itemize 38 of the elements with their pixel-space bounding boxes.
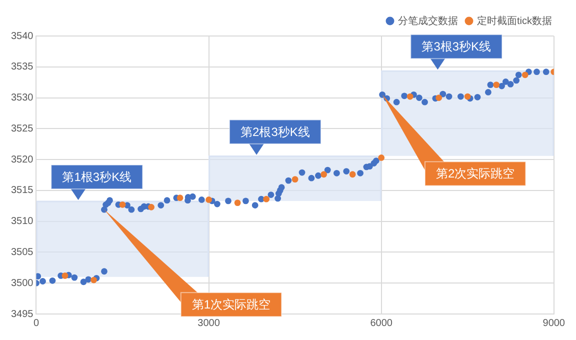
- point: [292, 176, 298, 183]
- legend-label: 定时截面tick数据: [477, 14, 552, 27]
- x-tick-label: 9000: [542, 318, 566, 329]
- y-tick-label: 3520: [10, 154, 34, 166]
- point: [464, 93, 471, 100]
- point: [234, 200, 241, 206]
- y-tick-label: 3530: [10, 92, 34, 104]
- point: [349, 171, 356, 178]
- point: [263, 196, 270, 202]
- point: [436, 94, 442, 101]
- point: [176, 194, 184, 202]
- legend-label: 分笔成交数据: [398, 14, 458, 27]
- y-tick-label: 3540: [10, 30, 34, 42]
- annotation: 第2次实际跳空: [436, 166, 515, 181]
- point: [119, 201, 126, 208]
- x-tick-label: 0: [33, 318, 40, 329]
- annotation: 第1根3秒K线: [62, 170, 132, 184]
- point: [320, 171, 328, 178]
- y-tick-label: 3495: [10, 308, 34, 320]
- point: [378, 154, 385, 161]
- annotation: 第1次实际跳空: [192, 298, 271, 312]
- y-tick-label: 3535: [10, 62, 34, 73]
- annotation: 第3根3秒K线: [422, 40, 492, 54]
- x-tick-label: 3000: [198, 318, 220, 329]
- point: [406, 93, 414, 100]
- y-tick-label: 3510: [10, 216, 34, 228]
- y-tick-label: 3515: [10, 185, 34, 196]
- point: [206, 196, 212, 203]
- y-tick-label: 3505: [10, 246, 34, 258]
- point: [522, 72, 528, 78]
- y-tick-label: 3500: [10, 278, 34, 289]
- annotation: 第2根3秒K线: [240, 124, 310, 139]
- point: [493, 82, 500, 88]
- x-tick-label: 6000: [370, 318, 393, 329]
- point: [148, 204, 154, 210]
- y-tick-label: 3525: [10, 123, 34, 134]
- point: [62, 272, 68, 279]
- point: [90, 276, 97, 284]
